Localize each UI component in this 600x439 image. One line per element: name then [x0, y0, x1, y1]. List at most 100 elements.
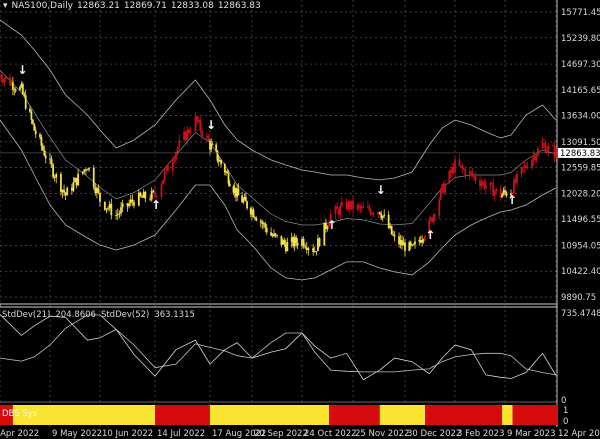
date-tick-label: 24 Oct 2022: [304, 429, 357, 439]
candle-body: [387, 214, 390, 228]
arrow-up-icon: ↑: [327, 218, 337, 232]
candle-body: [3, 79, 6, 83]
candle-body: [108, 203, 111, 209]
candle-body: [232, 186, 235, 193]
arrow-up-icon: ↑: [151, 198, 161, 212]
candle-body: [72, 182, 75, 191]
candle-body: [473, 175, 476, 177]
candle-body: [516, 173, 518, 183]
candle-body: [511, 193, 514, 195]
candle-body: [273, 233, 275, 237]
candle-body: [552, 145, 554, 147]
candle-body: [13, 89, 16, 91]
candle-body: [543, 143, 545, 145]
candle-body: [220, 160, 223, 165]
candle-body: [209, 140, 211, 150]
price-tick-label: 14697.30: [561, 60, 600, 70]
triangle-down-icon[interactable]: ▾: [3, 1, 8, 11]
candle-body: [337, 208, 340, 215]
candle-body: [129, 199, 132, 204]
middle-band-line: [0, 69, 557, 226]
candle-body: [347, 201, 350, 210]
candle-body: [163, 171, 166, 180]
candle-body: [216, 150, 219, 161]
panel-separator: [0, 303, 558, 308]
candle-body: [271, 235, 274, 237]
candle-body: [165, 165, 168, 172]
candle-body: [350, 200, 353, 210]
candle-body: [227, 172, 230, 184]
candle-body: [532, 155, 535, 160]
candle-body: [207, 136, 210, 141]
candle-body: [52, 164, 55, 177]
candle-body: [366, 206, 369, 208]
candle-body: [189, 131, 192, 133]
price-tick-label: 11496.55: [561, 215, 600, 225]
candle-body: [389, 225, 392, 228]
candle-body: [459, 165, 462, 167]
candle-body: [359, 206, 362, 209]
stddev-zero-label: 0: [561, 396, 566, 406]
candle-body: [483, 181, 486, 189]
candle-body: [218, 160, 221, 162]
candle-body: [510, 193, 512, 196]
candle-body: [286, 242, 289, 252]
price-tick-label: 10422.40: [561, 267, 600, 277]
chart-header: ▾ NAS100,Daily 12863.21 12869.71 12833.08 128…: [3, 1, 265, 11]
candle-body: [246, 201, 248, 209]
arrow-down-icon: ↓: [376, 183, 386, 197]
candle-body: [295, 237, 298, 243]
candle-body: [44, 155, 47, 159]
candle-body: [126, 203, 129, 207]
candle-body: [383, 214, 386, 216]
candle-body: [448, 170, 451, 184]
candle-body: [444, 183, 446, 193]
candle-body: [139, 192, 142, 197]
candle-body: [493, 191, 496, 197]
candle-body: [85, 169, 87, 171]
candle-body: [128, 203, 131, 207]
candle-body: [201, 130, 203, 136]
stddev21-line: [0, 314, 557, 381]
candle-body: [74, 177, 76, 183]
candle-body: [418, 239, 421, 242]
candle-body: [121, 203, 124, 208]
candle-body: [368, 206, 371, 211]
candle-body: [419, 239, 422, 243]
signal-segment-red: [512, 405, 558, 425]
close-value: 12863.83: [217, 1, 261, 11]
candle-body: [259, 220, 262, 223]
candle-body: [356, 204, 359, 210]
price-tick-label: 14165.65: [561, 86, 600, 96]
candle-body: [451, 167, 454, 174]
signal-one-label: 1: [563, 406, 568, 416]
stddev-max-label: 735.4748: [561, 309, 600, 319]
candle-body: [479, 180, 481, 187]
candle-body: [196, 116, 198, 122]
candle-body: [274, 233, 277, 236]
candle-body: [41, 145, 44, 150]
candle-body: [492, 183, 495, 197]
candle-body: [199, 119, 202, 131]
candle-body: [535, 155, 538, 161]
candle-body: [462, 168, 465, 170]
stddev21-value: 204.8606: [55, 310, 96, 320]
candle-body: [0, 74, 1, 76]
price-tick-label: 13634.00: [561, 112, 600, 122]
candle-body: [502, 190, 505, 195]
price-tick-label: 12559.85: [561, 164, 600, 174]
candle-body: [345, 202, 348, 210]
candle-body: [83, 169, 86, 172]
signal-segment-yellow: [210, 405, 330, 425]
candle-body: [144, 191, 147, 199]
candle-body: [544, 144, 547, 153]
date-tick-label: 3 Feb 2023: [457, 429, 505, 439]
candle-body: [254, 217, 256, 219]
candle-body: [86, 169, 89, 171]
price-tick-label: 13091.50: [561, 138, 600, 148]
candle-body: [301, 238, 303, 246]
signal-segment-yellow: [12, 405, 155, 425]
price-tick-label: 15771.45: [561, 8, 600, 18]
high-value: 12869.71: [123, 1, 167, 11]
